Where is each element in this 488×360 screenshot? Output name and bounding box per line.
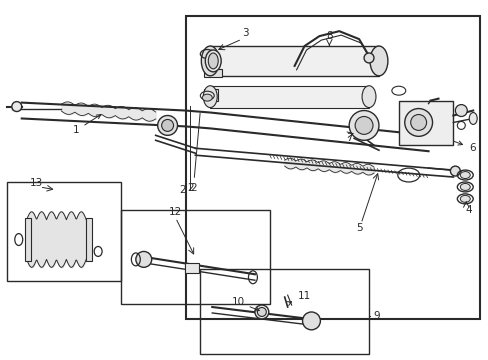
Circle shape xyxy=(454,105,467,117)
Circle shape xyxy=(449,166,459,176)
Circle shape xyxy=(302,312,320,330)
Ellipse shape xyxy=(202,94,212,101)
Bar xyxy=(25,218,31,261)
Ellipse shape xyxy=(369,46,387,76)
Circle shape xyxy=(348,111,378,140)
Circle shape xyxy=(364,53,373,63)
Ellipse shape xyxy=(361,86,375,108)
Text: 6: 6 xyxy=(453,141,474,153)
Text: 12: 12 xyxy=(168,207,182,217)
Ellipse shape xyxy=(468,113,476,125)
Text: 2: 2 xyxy=(179,185,185,195)
Bar xyxy=(7,182,121,281)
Text: 3: 3 xyxy=(241,28,248,38)
Bar xyxy=(204,69,222,77)
Ellipse shape xyxy=(201,46,219,76)
Bar xyxy=(210,46,378,76)
Text: 13: 13 xyxy=(30,178,43,188)
Text: 8: 8 xyxy=(325,31,332,41)
Circle shape xyxy=(157,116,177,135)
Bar xyxy=(200,269,368,354)
Bar xyxy=(204,89,218,100)
Bar xyxy=(121,210,269,304)
Text: 2: 2 xyxy=(186,183,193,193)
Bar xyxy=(186,16,479,319)
Ellipse shape xyxy=(203,86,217,108)
Text: 10: 10 xyxy=(231,297,259,311)
Bar xyxy=(398,100,452,145)
Text: 2: 2 xyxy=(190,113,200,193)
Text: 7: 7 xyxy=(345,133,352,143)
Bar xyxy=(210,86,368,108)
Circle shape xyxy=(410,114,426,130)
Ellipse shape xyxy=(208,53,218,69)
Ellipse shape xyxy=(257,307,266,316)
Text: 1: 1 xyxy=(73,114,101,135)
Circle shape xyxy=(12,102,21,112)
Bar xyxy=(86,218,92,261)
Bar xyxy=(185,264,199,273)
Text: 5: 5 xyxy=(355,222,362,233)
Circle shape xyxy=(404,109,432,136)
Text: 11: 11 xyxy=(286,291,310,305)
Circle shape xyxy=(162,120,173,131)
Ellipse shape xyxy=(459,184,469,190)
Text: 9: 9 xyxy=(372,311,379,321)
Circle shape xyxy=(354,117,372,134)
Ellipse shape xyxy=(459,195,469,202)
Ellipse shape xyxy=(254,305,268,319)
Circle shape xyxy=(136,251,151,267)
Ellipse shape xyxy=(459,172,469,179)
Ellipse shape xyxy=(205,50,221,72)
Text: 4: 4 xyxy=(464,205,470,215)
